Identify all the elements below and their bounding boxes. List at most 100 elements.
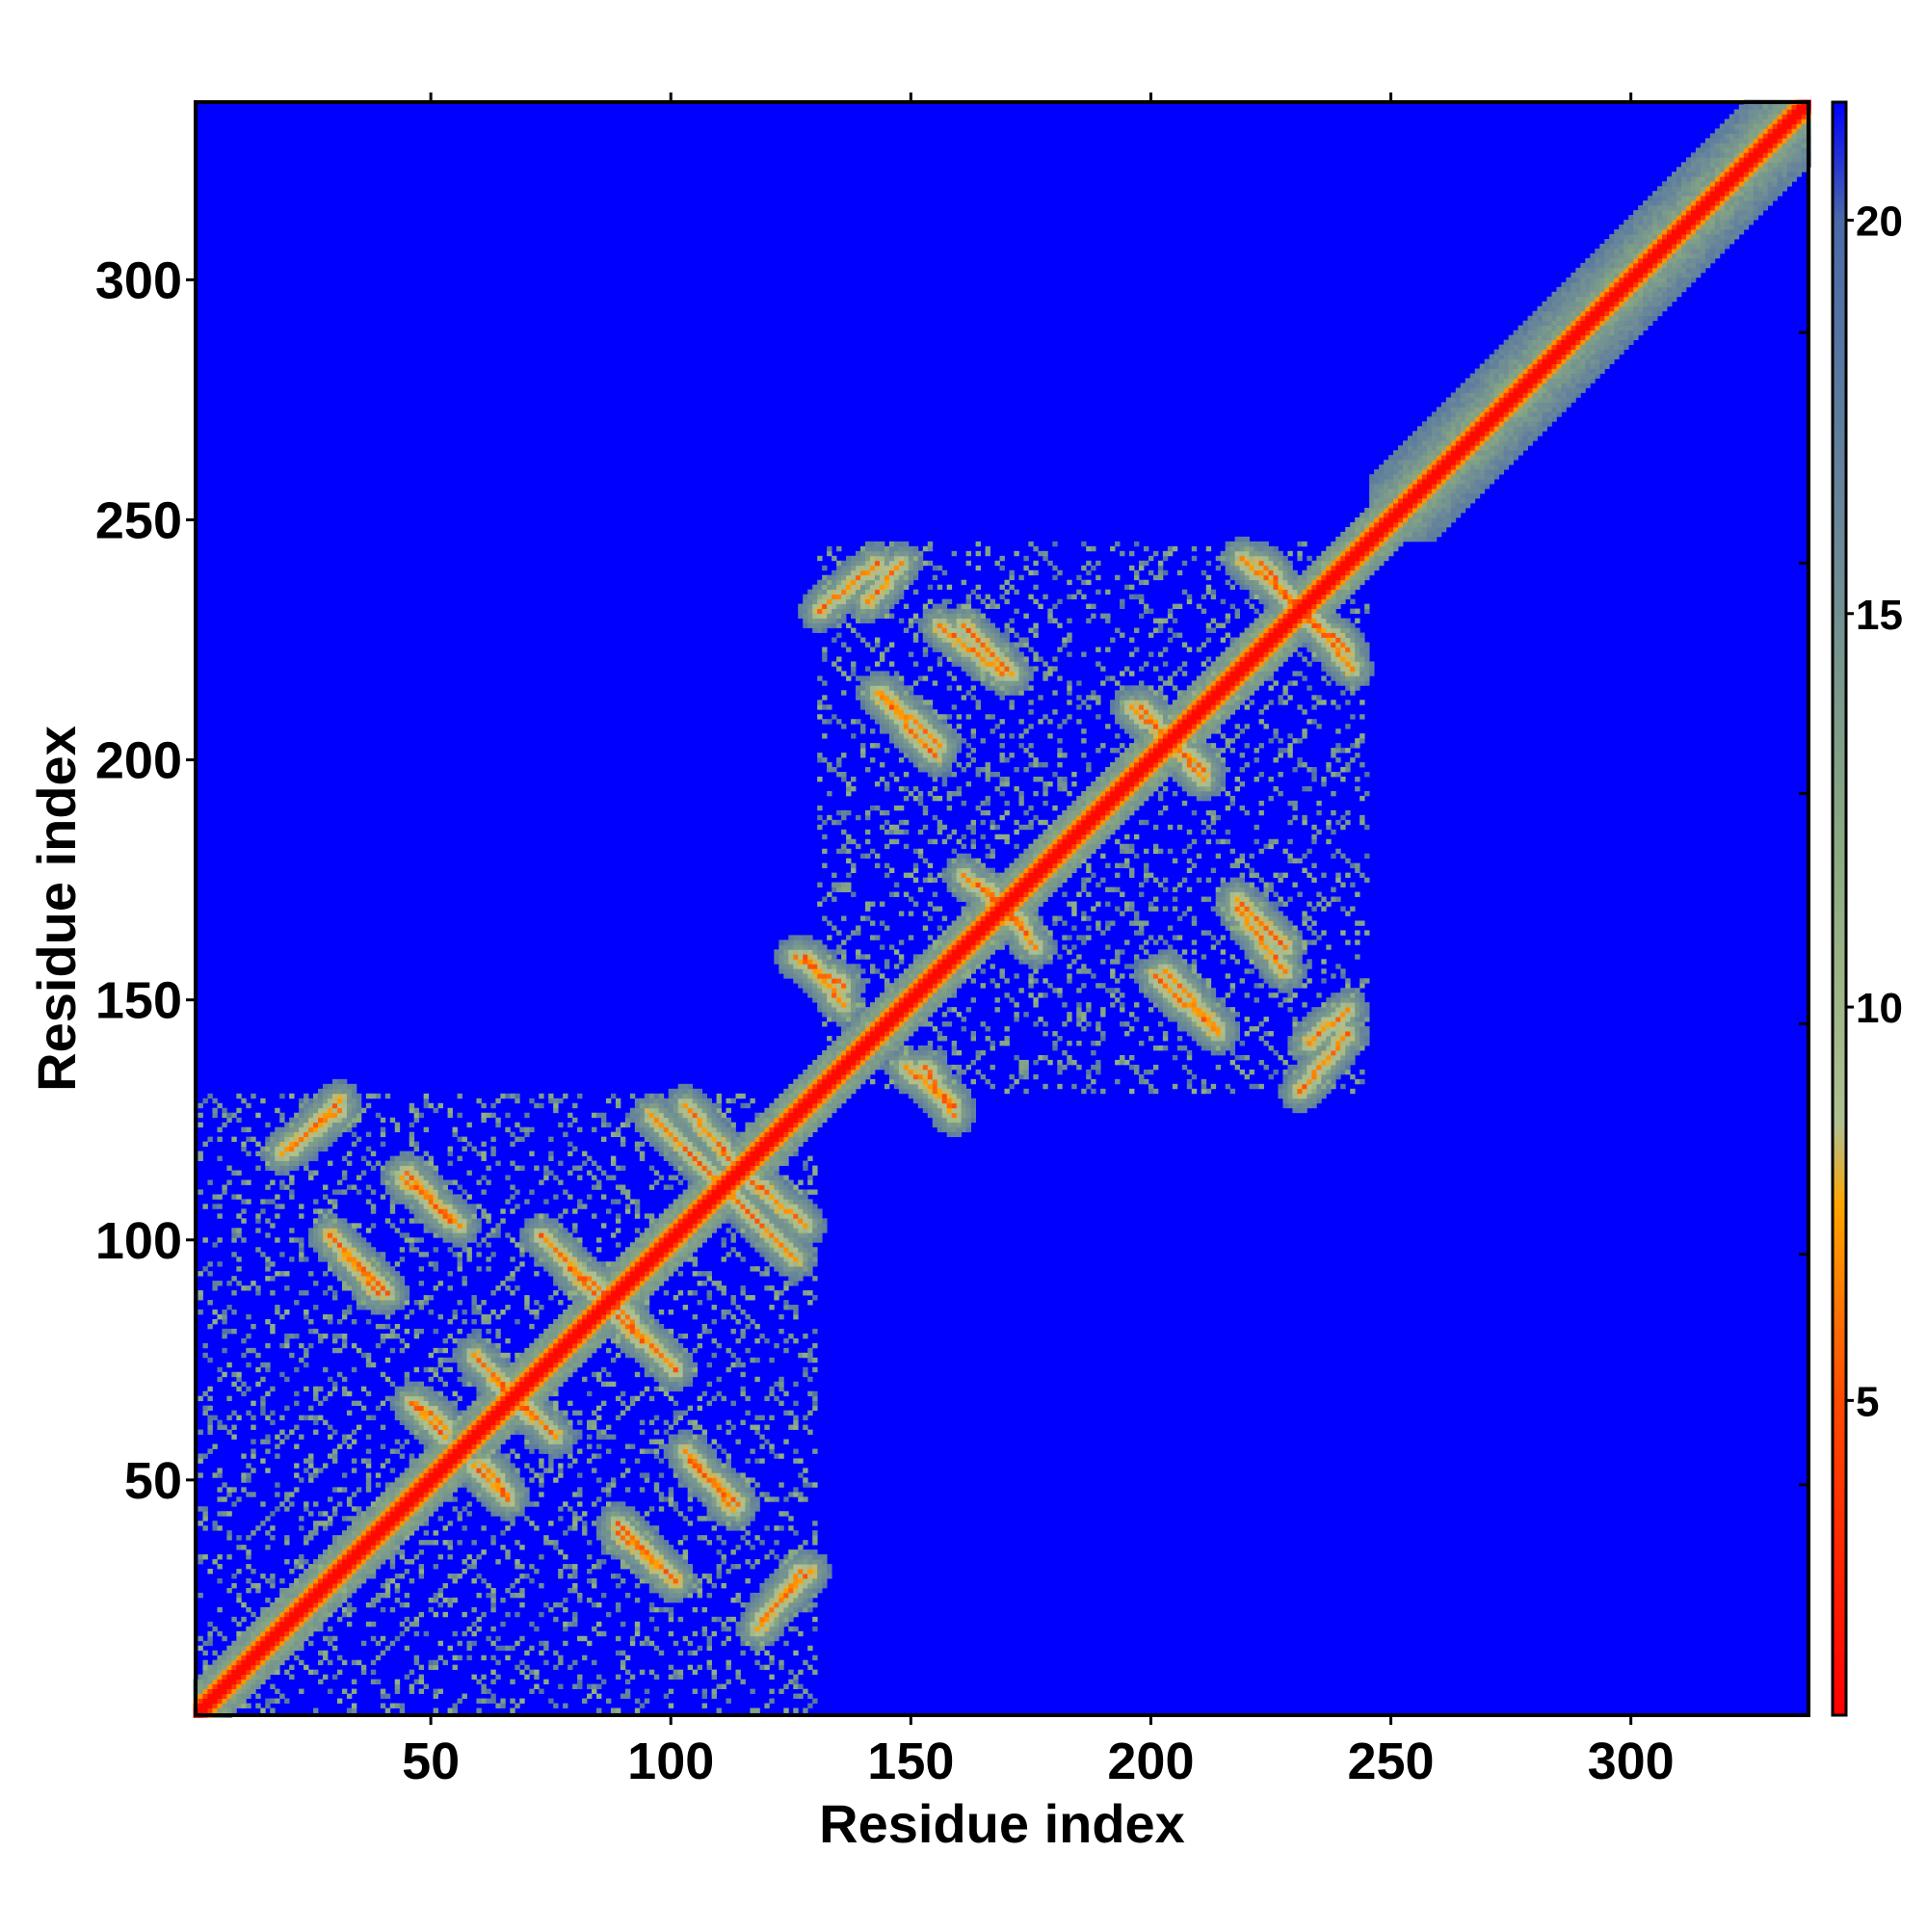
heatmap-cell bbox=[624, 1310, 636, 1315]
heatmap-cell bbox=[596, 1525, 602, 1531]
heatmap-cell bbox=[673, 1554, 679, 1560]
heatmap-cell bbox=[740, 1635, 746, 1642]
heatmap-cell bbox=[442, 1496, 448, 1502]
heatmap-cell bbox=[534, 1669, 540, 1676]
heatmap-cell bbox=[365, 1247, 372, 1253]
heatmap-cell bbox=[515, 1506, 520, 1512]
heatmap-cell bbox=[673, 1564, 679, 1570]
heatmap-cell bbox=[629, 1674, 636, 1681]
heatmap-cell bbox=[495, 1390, 501, 1397]
heatmap-cell bbox=[375, 1295, 382, 1301]
heatmap-cell bbox=[697, 1582, 703, 1589]
heatmap-cell bbox=[299, 1477, 304, 1483]
heatmap-cell bbox=[572, 1271, 578, 1277]
heatmap-cell bbox=[663, 1587, 670, 1594]
heatmap-cell bbox=[304, 1574, 309, 1579]
heatmap-cell bbox=[788, 1592, 794, 1599]
heatmap-cell bbox=[423, 1458, 430, 1464]
heatmap-cell bbox=[356, 1266, 362, 1272]
heatmap-cell bbox=[328, 1223, 333, 1229]
heatmap-cell bbox=[629, 1511, 636, 1517]
heatmap-cell bbox=[346, 1232, 353, 1238]
heatmap-cell bbox=[548, 1342, 554, 1349]
heatmap-cell bbox=[486, 1443, 491, 1449]
heatmap-cell bbox=[615, 1707, 621, 1713]
heatmap-cell bbox=[365, 1300, 372, 1306]
heatmap-cell bbox=[279, 1611, 285, 1618]
heatmap-cell bbox=[515, 1468, 520, 1473]
heatmap-cell bbox=[634, 1371, 641, 1378]
heatmap-cell bbox=[639, 1352, 646, 1359]
heatmap-cell bbox=[605, 1521, 612, 1526]
heatmap-cell bbox=[380, 1492, 386, 1497]
heatmap-cell bbox=[409, 1237, 415, 1243]
heatmap-cell bbox=[466, 1419, 472, 1425]
heatmap-cell bbox=[759, 1247, 765, 1253]
heatmap-cell bbox=[673, 1242, 679, 1248]
heatmap-cell bbox=[788, 1242, 794, 1248]
heatmap-cell bbox=[668, 1376, 674, 1383]
heatmap-cell bbox=[486, 1458, 491, 1464]
heatmap-cell bbox=[260, 1400, 266, 1407]
heatmap-cell bbox=[265, 1611, 271, 1618]
heatmap-cell bbox=[265, 1650, 271, 1656]
heatmap-cell bbox=[726, 1664, 731, 1671]
heatmap-cell bbox=[600, 1511, 607, 1517]
heatmap-cell bbox=[418, 1424, 425, 1430]
heatmap-cell bbox=[548, 1232, 554, 1238]
heatmap-cell bbox=[524, 1463, 530, 1469]
heatmap-cell bbox=[380, 1496, 386, 1502]
heatmap-cell bbox=[644, 1257, 660, 1262]
heatmap-cell bbox=[519, 1352, 525, 1359]
heatmap-cell bbox=[793, 1228, 799, 1233]
heatmap-cell bbox=[318, 1400, 324, 1407]
heatmap-cell bbox=[505, 1285, 511, 1291]
heatmap-cell bbox=[365, 1564, 372, 1570]
heatmap-cell bbox=[803, 1482, 808, 1488]
heatmap-cell bbox=[331, 1511, 338, 1517]
heatmap-cell bbox=[351, 1659, 357, 1666]
heatmap-cell bbox=[701, 1463, 707, 1469]
heatmap-cell bbox=[682, 1564, 689, 1570]
heatmap-cell bbox=[341, 1285, 348, 1291]
heatmap-cell bbox=[341, 1434, 348, 1440]
heatmap-cell bbox=[428, 1223, 435, 1229]
heatmap-cell bbox=[304, 1630, 309, 1637]
heatmap-cell bbox=[476, 1390, 482, 1397]
heatmap-cell bbox=[289, 1606, 295, 1613]
heatmap-cell bbox=[769, 1257, 775, 1262]
heatmap-cell bbox=[615, 1242, 621, 1248]
heatmap-cell bbox=[721, 1463, 726, 1469]
heatmap-cell bbox=[783, 1597, 789, 1603]
heatmap-cell bbox=[466, 1257, 472, 1262]
heatmap-cell bbox=[812, 1535, 818, 1541]
heatmap-cell bbox=[634, 1347, 641, 1354]
heatmap-cell bbox=[610, 1261, 617, 1267]
heatmap-cell bbox=[226, 1645, 232, 1652]
heatmap-cell bbox=[750, 1616, 755, 1623]
heatmap-cell bbox=[313, 1626, 319, 1632]
heatmap-cell bbox=[553, 1616, 559, 1623]
heatmap-cell bbox=[356, 1261, 362, 1267]
heatmap-cell bbox=[668, 1252, 674, 1257]
heatmap-cell bbox=[495, 1429, 501, 1435]
heatmap-cell bbox=[658, 1362, 665, 1368]
heatmap-cell bbox=[682, 1410, 689, 1416]
heatmap-cell bbox=[399, 1232, 406, 1238]
heatmap-cell bbox=[346, 1516, 353, 1522]
heatmap-cell bbox=[341, 1281, 348, 1286]
heatmap-cell bbox=[336, 1597, 343, 1603]
heatmap-cell bbox=[202, 1659, 208, 1666]
heatmap-cell bbox=[284, 1342, 290, 1349]
heatmap-cell bbox=[500, 1645, 506, 1652]
heatmap-cell bbox=[553, 1400, 559, 1407]
heatmap-cell bbox=[331, 1247, 338, 1253]
heatmap-cell bbox=[490, 1698, 496, 1704]
heatmap-cell bbox=[370, 1305, 377, 1310]
heatmap-cell bbox=[331, 1232, 338, 1238]
heatmap-cell bbox=[529, 1501, 535, 1507]
heatmap-cell bbox=[399, 1405, 406, 1412]
heatmap-cell bbox=[270, 1223, 276, 1229]
heatmap-cell bbox=[543, 1381, 549, 1388]
heatmap-cell bbox=[346, 1443, 353, 1449]
